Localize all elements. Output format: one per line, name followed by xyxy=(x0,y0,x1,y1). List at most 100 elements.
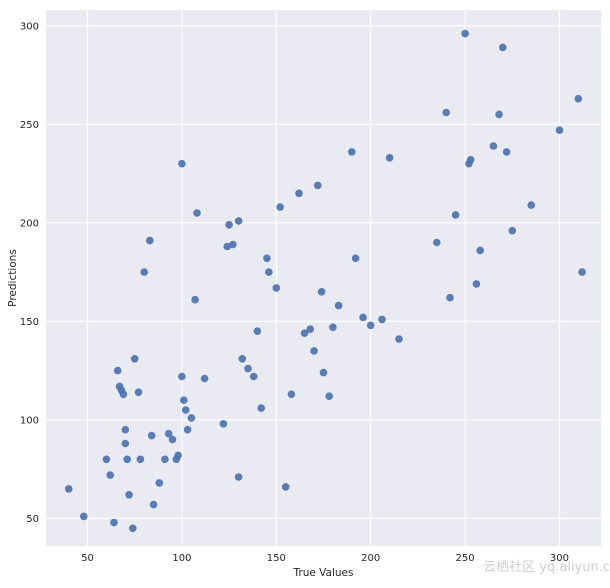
scatter-point xyxy=(300,329,309,338)
scatter-point xyxy=(276,203,284,211)
scatter-point xyxy=(366,321,375,330)
scatter-point xyxy=(348,148,356,156)
scatter-point xyxy=(121,425,130,434)
scatter-point xyxy=(229,240,237,249)
scatter-point xyxy=(433,238,441,247)
x-tick-label: 50 xyxy=(81,553,94,564)
scatter-point xyxy=(461,29,469,38)
scatter-point xyxy=(451,211,460,219)
x-tick-label: 200 xyxy=(361,553,380,564)
scatter-point xyxy=(106,471,114,479)
scatter-point xyxy=(314,181,322,190)
scatter-point xyxy=(317,288,326,296)
scatter-point xyxy=(193,209,201,217)
scatter-point xyxy=(238,355,247,363)
y-tick-label: 100 xyxy=(20,415,39,426)
x-axis-label: True Values xyxy=(293,567,354,579)
scatter-point xyxy=(249,372,258,381)
scatter-point xyxy=(168,435,177,444)
scatter-point xyxy=(178,159,186,168)
scatter-point xyxy=(119,390,128,399)
scatter-point xyxy=(472,280,481,288)
scatter-point xyxy=(64,485,73,493)
scatter-point xyxy=(319,368,328,377)
scatter-point xyxy=(306,325,315,334)
scatter-point xyxy=(234,473,243,481)
scatter-point xyxy=(130,355,139,363)
scatter-point xyxy=(219,420,228,428)
scatter-point xyxy=(110,518,118,527)
y-tick-label: 250 xyxy=(20,120,39,131)
scatter-point xyxy=(265,268,273,276)
scatter-point xyxy=(578,268,586,276)
x-tick-label: 100 xyxy=(172,553,191,564)
scatter-point xyxy=(125,491,133,499)
scatter-point xyxy=(191,295,199,304)
scatter-point xyxy=(155,479,164,487)
scatter-point xyxy=(123,455,131,464)
y-tick-label: 150 xyxy=(20,317,39,328)
scatter-point xyxy=(281,483,290,491)
y-tick-label: 300 xyxy=(20,21,39,32)
scatter-point xyxy=(287,390,296,399)
scatter-point xyxy=(295,189,303,198)
scatter-point xyxy=(502,148,511,156)
scatter-point xyxy=(102,455,111,464)
scatter-point xyxy=(181,406,190,414)
scatter-point xyxy=(446,293,454,302)
scatter-point xyxy=(378,315,386,324)
y-tick-label: 200 xyxy=(20,218,39,229)
scatter-point xyxy=(555,126,564,134)
y-axis-label: Predictions xyxy=(7,249,19,307)
scatter-point xyxy=(476,246,485,255)
scatter-point xyxy=(527,201,535,209)
scatter-point xyxy=(334,301,343,310)
scatter-point xyxy=(253,327,262,336)
scatter-point xyxy=(359,313,367,322)
scatter-point xyxy=(180,396,188,405)
scatter-point xyxy=(200,374,209,383)
y-tick-label: 50 xyxy=(26,514,39,525)
scatter-point xyxy=(234,217,243,225)
scatter-point xyxy=(442,108,451,117)
scatter-point xyxy=(466,156,475,164)
scatter-point xyxy=(395,335,403,343)
scatter-point xyxy=(164,429,173,438)
scatter-point xyxy=(257,404,266,412)
x-tick-label: 300 xyxy=(550,553,569,564)
scatter-point xyxy=(174,451,182,460)
scatter-point xyxy=(272,284,281,292)
scatter-point xyxy=(310,347,318,355)
watermark: 云栖社区 yq.aliyun.c xyxy=(483,560,610,575)
scatter-point xyxy=(225,221,233,229)
scatter-point xyxy=(263,254,271,263)
scatter-point xyxy=(147,431,156,440)
scatter-point xyxy=(244,364,252,373)
scatter-point xyxy=(329,323,337,332)
scatter-point xyxy=(129,524,137,533)
scatter-point xyxy=(113,366,122,375)
scatter-point xyxy=(134,388,143,397)
scatter-point xyxy=(161,455,169,464)
scatter-point xyxy=(136,455,145,464)
scatter-point xyxy=(146,236,154,245)
scatter-point xyxy=(385,154,394,162)
scatter-point xyxy=(489,142,498,150)
plot-area xyxy=(46,10,601,546)
scatter-point xyxy=(351,254,360,263)
scatter-point xyxy=(178,372,186,381)
scatter-point xyxy=(574,94,583,103)
scatter-point xyxy=(325,392,334,401)
scatter-point xyxy=(121,439,130,448)
scatter-point xyxy=(499,43,507,52)
scatter-point xyxy=(495,110,503,119)
x-tick-label: 250 xyxy=(456,553,475,564)
scatter-point xyxy=(223,242,231,251)
scatter-point xyxy=(149,500,158,509)
scatter-point xyxy=(187,414,196,422)
scatter-point xyxy=(80,512,88,521)
scatter-point xyxy=(183,425,192,434)
scatter-point xyxy=(508,226,517,235)
